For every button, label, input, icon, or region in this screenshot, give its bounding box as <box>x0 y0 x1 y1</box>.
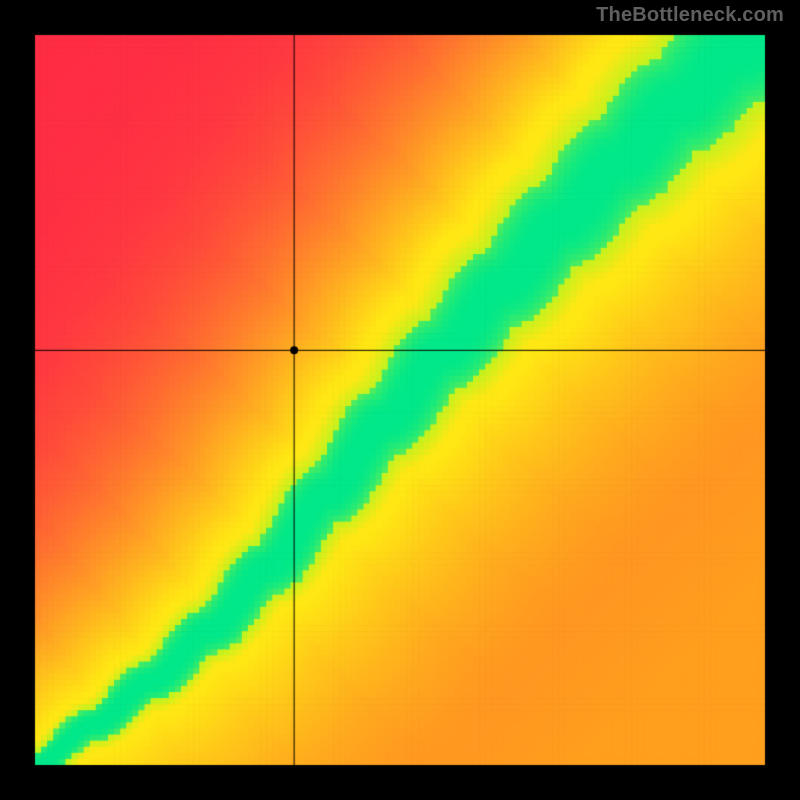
heatmap-canvas <box>0 0 800 800</box>
chart-container: TheBottleneck.com <box>0 0 800 800</box>
attribution-label: TheBottleneck.com <box>596 4 784 27</box>
